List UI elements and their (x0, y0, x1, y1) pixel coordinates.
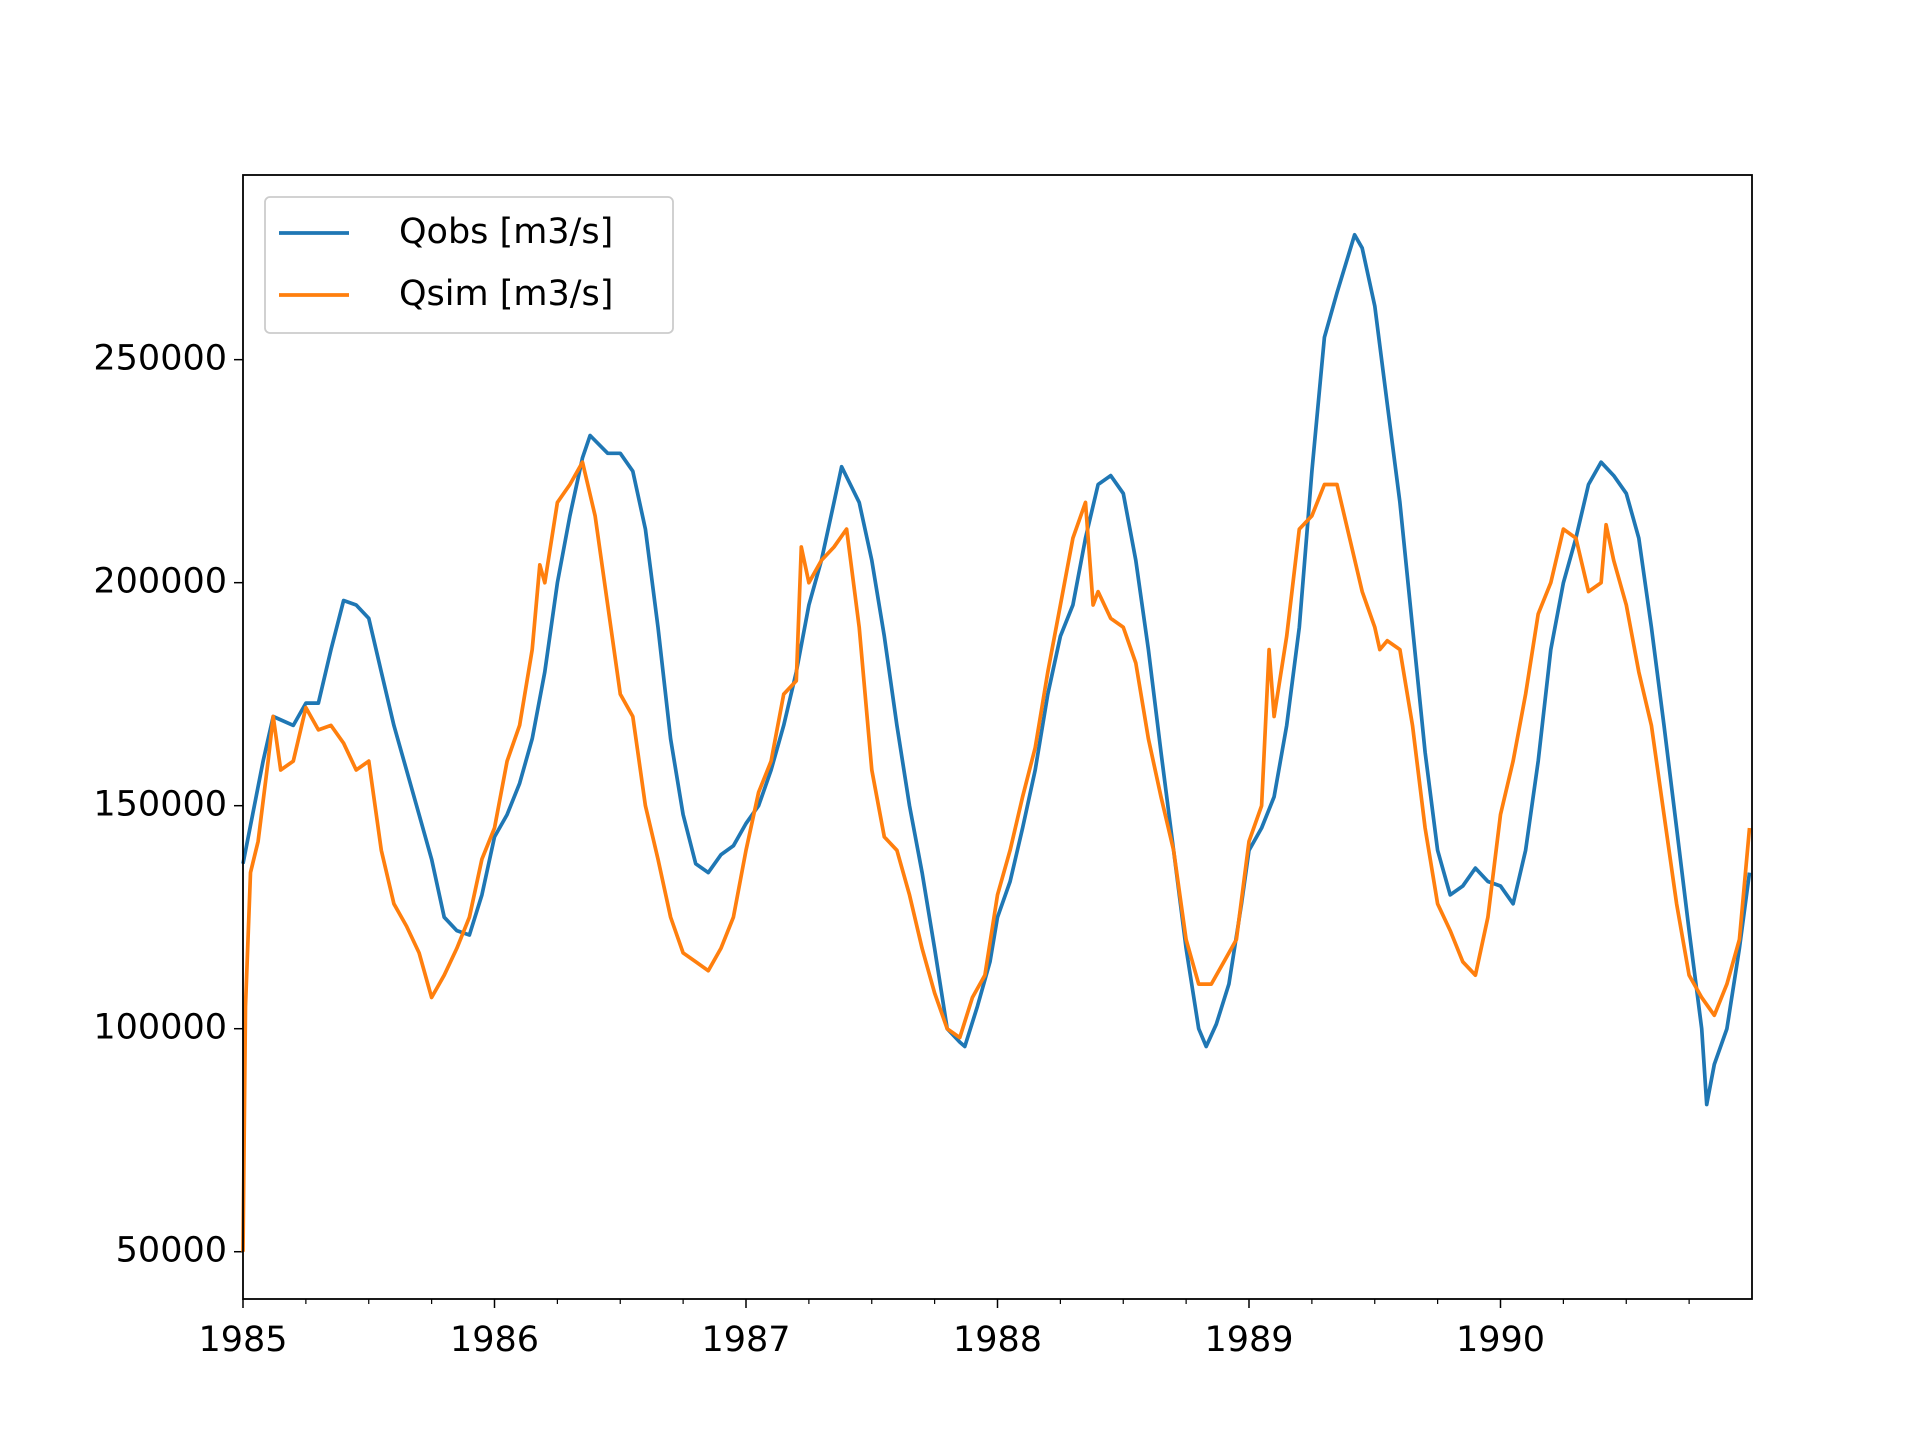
y-tick-label: 50000 (116, 1231, 227, 1271)
y-tick-label: 150000 (93, 785, 227, 825)
plot-frame (242, 174, 1753, 1300)
x-tick-label: 1989 (1204, 1320, 1293, 1360)
x-tick-label: 1987 (701, 1320, 790, 1360)
x-tick-label: 1986 (450, 1320, 539, 1360)
series-line (241, 232, 1752, 1107)
legend-label: Qobs [m3/s] (399, 212, 613, 252)
x-tick-label: 1990 (1456, 1320, 1545, 1360)
legend-label: Qsim [m3/s] (399, 274, 613, 314)
legend-box (264, 196, 674, 334)
series-line (241, 460, 1752, 1252)
y-tick-label: 200000 (93, 562, 227, 602)
x-tick-label: 1985 (198, 1320, 287, 1360)
y-tick-label: 100000 (93, 1008, 227, 1048)
y-tick-label: 250000 (93, 339, 227, 379)
x-tick-label: 1988 (953, 1320, 1042, 1360)
